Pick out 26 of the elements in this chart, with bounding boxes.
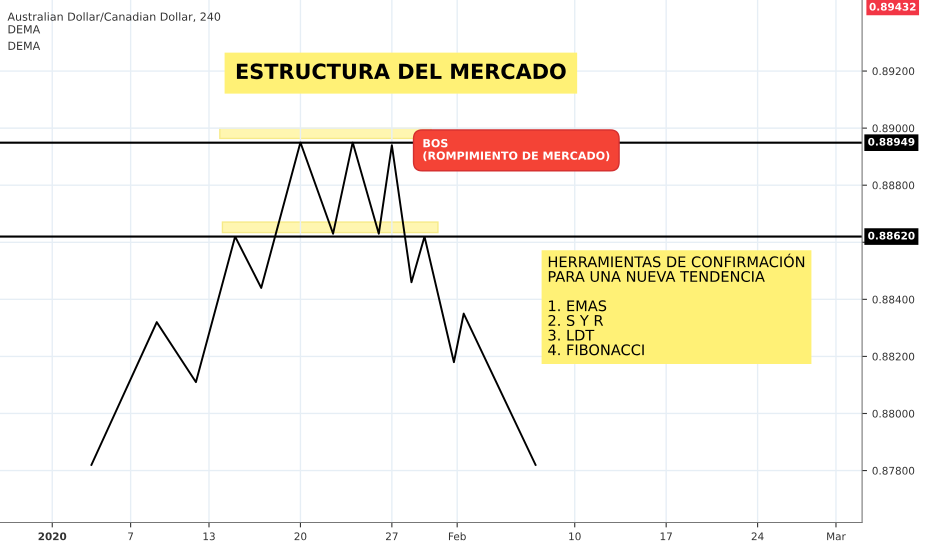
y-tick-label: 0.89200: [872, 67, 914, 76]
ref-line-label: 0.88949: [868, 138, 914, 146]
x-tick-label: 27: [386, 532, 398, 540]
y-tick-label: 0.88200: [872, 352, 914, 361]
x-tick-label: 10: [569, 532, 581, 540]
x-tick-label: 17: [660, 532, 672, 540]
annotation: DEMA: [8, 25, 40, 34]
y-tick-label: 0.88800: [872, 181, 914, 190]
x-tick-label: 24: [752, 532, 764, 540]
x-tick-label: Feb: [448, 532, 466, 540]
text: Australian Dollar/Canadian Dollar, 240: [8, 12, 220, 22]
y-tick-label: 0.89000: [872, 124, 914, 132]
text: 0.89432: [869, 2, 916, 11]
y-tick-label: 0.88000: [872, 410, 914, 418]
y-tick-label: 0.87800: [872, 466, 914, 475]
x-tick-label: 20: [294, 532, 306, 540]
text: ESTRUCTURA DEL MERCADO: [236, 63, 566, 80]
y-tick-label: 0.88400: [872, 296, 914, 304]
x-tick-label: 7: [128, 532, 134, 540]
annotation: BOS (ROMPIMIENTO DE MERCADO): [423, 138, 610, 162]
ref-line-label: 0.88620: [868, 232, 915, 240]
text: HERRAMIENTAS DE CONFIRMACIÓN PARA UNA NUEVA TENDENCIA 1. EMAS 2. S Y R 3. LDT 4. FIBONACCI: [548, 254, 804, 356]
annotation: DEMA: [8, 42, 40, 50]
x-tick-label: 13: [204, 532, 215, 540]
x-tick-label: 2020: [38, 532, 66, 540]
x-tick-label: Mar: [827, 532, 846, 540]
